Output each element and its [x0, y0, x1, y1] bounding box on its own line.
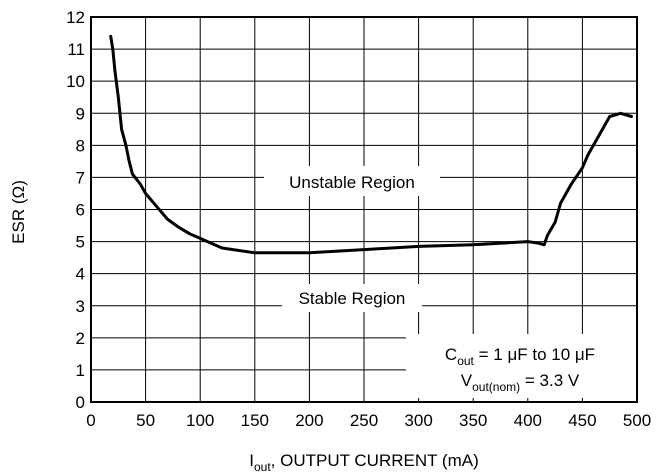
unstable-region-label-bg — [264, 166, 440, 196]
y-tick-label: 6 — [76, 201, 85, 220]
y-tick-label: 4 — [76, 265, 85, 284]
unstable-region-label: Unstable Region — [289, 173, 415, 192]
x-tick-labels: 0 50 100 150 200 250 300 350 400 450 500 — [86, 411, 651, 430]
vout-note: Vout(nom) = 3.3 V — [461, 371, 580, 394]
y-tick-label: 1 — [76, 361, 85, 380]
esr-boundary-curve — [109, 34, 633, 255]
y-tick-label: 0 — [76, 393, 85, 412]
x-tick-label: 350 — [459, 411, 487, 430]
x-axis-title-text: , OUTPUT CURRENT (mA) — [271, 451, 479, 470]
plot-frame — [90, 16, 638, 403]
x-tick-label: 0 — [86, 411, 95, 430]
y-tick-label: 5 — [76, 233, 85, 252]
y-tick-label: 12 — [66, 8, 85, 27]
y-tick-label: 3 — [76, 297, 85, 316]
x-axis-title: Iout, OUTPUT CURRENT (mA) — [249, 451, 479, 474]
series-layer — [109, 34, 633, 255]
stable-region-label-bg — [282, 284, 422, 312]
x-axis-title-subscript: out — [254, 460, 271, 474]
y-tick-label: 8 — [76, 136, 85, 155]
vout-value: = 3.3 V — [520, 371, 580, 390]
y-tick-label: 10 — [66, 72, 85, 91]
y-tick-label: 7 — [76, 168, 85, 187]
x-tick-label: 250 — [350, 411, 378, 430]
cout-note: Cout = 1 μF to 10 μF — [445, 345, 595, 368]
cout-symbol: C — [445, 345, 457, 364]
x-axis-title-symbol: I — [249, 451, 254, 470]
x-tick-label: 200 — [295, 411, 323, 430]
x-tick-label: 400 — [514, 411, 542, 430]
x-tick-label: 450 — [568, 411, 596, 430]
y-axis-title: ESR (Ω) — [9, 180, 28, 244]
y-tick-label: 9 — [76, 104, 85, 123]
y-tick-label: 2 — [76, 329, 85, 348]
y-tick-label: 11 — [67, 40, 85, 59]
conditions-note-bg — [406, 334, 638, 398]
cout-value: = 1 μF to 10 μF — [474, 345, 595, 364]
x-tick-label: 150 — [241, 411, 269, 430]
x-tick-label: 500 — [623, 411, 651, 430]
cout-subscript: out — [457, 354, 474, 368]
vout-symbol: V — [461, 371, 473, 390]
vout-subscript: out(nom) — [472, 380, 520, 394]
stable-region-label: Stable Region — [299, 289, 406, 308]
x-tick-label: 100 — [186, 411, 214, 430]
x-tick-label: 300 — [404, 411, 432, 430]
x-tick-label: 50 — [136, 411, 155, 430]
